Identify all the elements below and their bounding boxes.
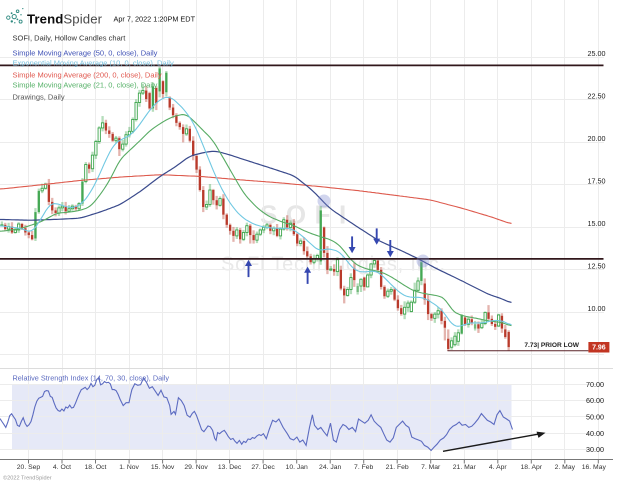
svg-text:4. Apr: 4. Apr (489, 464, 507, 471)
svg-text:22.50: 22.50 (588, 91, 606, 100)
svg-text:30.00: 30.00 (586, 445, 604, 454)
svg-text:4. Oct: 4. Oct (53, 464, 71, 471)
svg-text:18. Oct: 18. Oct (85, 464, 107, 471)
svg-text:7.96: 7.96 (592, 345, 606, 352)
svg-text:16. May: 16. May (582, 464, 607, 471)
svg-text:10.00: 10.00 (588, 304, 606, 313)
svg-text:Relative Strength Index (14, 7: Relative Strength Index (14, 70, 30, clo… (13, 373, 170, 382)
svg-text:2. May: 2. May (555, 464, 576, 471)
svg-text:1. Nov: 1. Nov (119, 464, 139, 471)
svg-text:29. Nov: 29. Nov (184, 464, 208, 471)
svg-text:60.00: 60.00 (586, 396, 604, 405)
svg-text:20. Sep: 20. Sep (17, 464, 41, 471)
svg-text:27. Dec: 27. Dec (251, 464, 275, 471)
svg-text:21. Feb: 21. Feb (386, 464, 409, 471)
svg-text:Drawings, Daily: Drawings, Daily (13, 93, 65, 102)
svg-text:70.00: 70.00 (586, 380, 604, 389)
svg-text:TrendSpider: TrendSpider (27, 11, 103, 26)
svg-text:50.00: 50.00 (586, 413, 604, 422)
svg-text:Simple Moving Average (200, 0,: Simple Moving Average (200, 0, close), D… (13, 71, 162, 80)
svg-text:7. Mar: 7. Mar (421, 464, 441, 471)
svg-text:Simple Moving Average (21, 0,: Simple Moving Average (21, 0, close), Da… (13, 81, 158, 90)
svg-text:©2022 TrendSpider: ©2022 TrendSpider (3, 475, 52, 482)
svg-text:SOFI: SOFI (260, 200, 355, 230)
svg-text:7.73| PRIOR LOW: 7.73| PRIOR LOW (524, 342, 579, 349)
svg-text:7. Feb: 7. Feb (354, 464, 373, 471)
svg-text:17.50: 17.50 (588, 176, 606, 185)
svg-text:25.00: 25.00 (588, 49, 606, 58)
svg-text:20.00: 20.00 (588, 134, 606, 143)
svg-text:24. Jan: 24. Jan (319, 464, 342, 471)
svg-text:Simple Moving Average (50, 0,: Simple Moving Average (50, 0, close), Da… (13, 49, 158, 58)
svg-text:12.50: 12.50 (588, 261, 606, 270)
svg-text:18. Apr: 18. Apr (521, 464, 543, 471)
svg-text:SOFI, Daily, Hollow Candles ch: SOFI, Daily, Hollow Candles chart (13, 34, 127, 43)
svg-text:15. Nov: 15. Nov (151, 464, 175, 471)
svg-text:40.00: 40.00 (586, 429, 604, 438)
svg-text:13. Dec: 13. Dec (218, 464, 242, 471)
svg-text:10. Jan: 10. Jan (286, 464, 309, 471)
svg-text:Exponential Moving Average (10: Exponential Moving Average (10, 0, close… (13, 59, 174, 68)
svg-text:21. Mar: 21. Mar (453, 464, 477, 471)
svg-text:Apr 7, 2022 1:20PM EDT: Apr 7, 2022 1:20PM EDT (114, 14, 196, 23)
svg-text:15.00: 15.00 (588, 219, 606, 228)
